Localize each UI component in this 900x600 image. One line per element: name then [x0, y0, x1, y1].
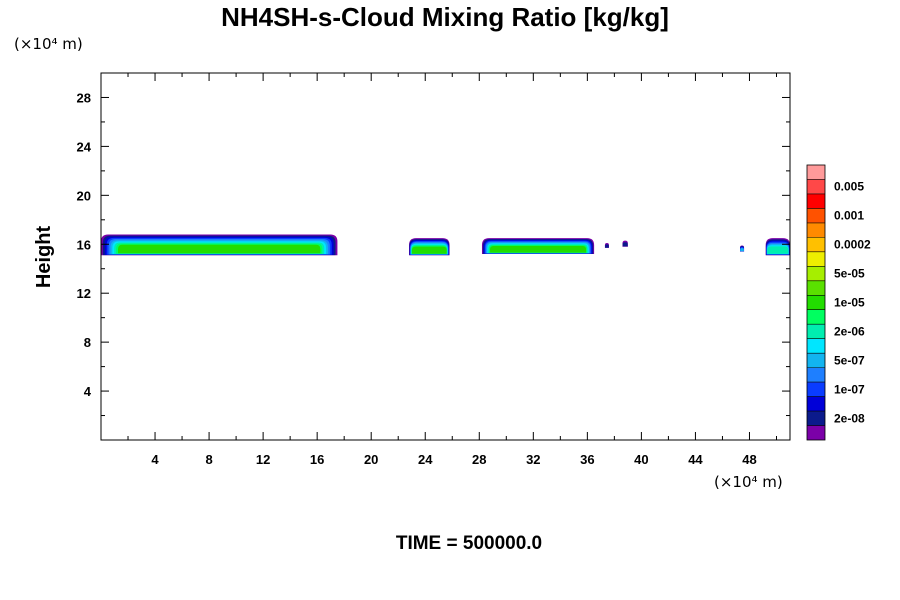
- cloud-level-9: [490, 246, 587, 253]
- x-tick-label: 36: [580, 452, 594, 467]
- y-tick-label: 12: [77, 286, 91, 301]
- time-label: TIME = 500000.0: [396, 533, 542, 554]
- cloud-patch: [101, 234, 338, 256]
- colorbar-band: [807, 367, 825, 383]
- plot-frame: [100, 72, 791, 441]
- y-tick-label: 4: [84, 384, 92, 399]
- plot-background: [101, 73, 790, 440]
- colorbar-band: [807, 280, 825, 296]
- cloud-patch: [622, 240, 628, 247]
- x-tick-label: 32: [526, 452, 540, 467]
- cloud-level-1: [605, 244, 609, 248]
- cloud-patch: [481, 238, 595, 255]
- colorbar-band: [807, 396, 825, 412]
- colorbar-label: 1e-05: [834, 296, 865, 310]
- colorbar-frame: [806, 164, 826, 441]
- y-tick-label: 8: [84, 335, 91, 350]
- colorbar-band: [807, 266, 825, 281]
- x-tick-label: 48: [742, 452, 756, 467]
- x-tick-label: 28: [472, 452, 486, 467]
- y-tick-label: 28: [77, 90, 91, 105]
- cloud-patch: [604, 243, 609, 248]
- cloud-level-5: [740, 248, 744, 252]
- colorbar-band: [807, 208, 825, 223]
- y-axis-unit: (×10⁴ m): [14, 35, 83, 53]
- colorbar-band: [807, 237, 825, 252]
- x-tick-label: 12: [256, 452, 270, 467]
- x-tick-label: 16: [310, 452, 324, 467]
- colorbar-band: [807, 193, 825, 209]
- cloud-level-9: [118, 244, 321, 254]
- x-tick-label: 4: [151, 452, 159, 467]
- colorbar-band: [807, 324, 825, 339]
- colorbar-band: [807, 353, 825, 368]
- y-axis-label: Height: [33, 226, 55, 289]
- cloud-patches: [101, 234, 790, 256]
- colorbar-band: [807, 179, 825, 194]
- colorbar-band: [807, 165, 825, 180]
- colorbar-label: 5e-07: [834, 353, 865, 367]
- colorbar-label: 1e-07: [834, 382, 865, 396]
- cloud-patch: [409, 238, 450, 256]
- cloud-level-1: [622, 242, 628, 247]
- colorbar-band: [807, 338, 825, 354]
- x-tick-label: 20: [364, 452, 378, 467]
- colorbar-band: [807, 425, 825, 440]
- colorbar-band: [807, 382, 825, 397]
- y-tick-label: 20: [77, 188, 91, 203]
- cloud-patch: [765, 238, 790, 256]
- y-tick-label: 24: [77, 139, 92, 154]
- y-tick-label: 16: [77, 237, 91, 252]
- x-tick-label: 44: [688, 452, 703, 467]
- colorbar-label: 0.005: [834, 180, 864, 194]
- colorbar-label: 2e-08: [834, 411, 865, 425]
- x-axis-unit: (×10⁴ m): [714, 473, 783, 491]
- cloud-level-9: [411, 246, 447, 254]
- colorbar-band: [807, 222, 825, 238]
- colorbar-band: [807, 295, 825, 310]
- colorbar-label: 5e-05: [834, 267, 865, 281]
- x-tick-label: 24: [418, 452, 433, 467]
- colorbar-label: 2e-06: [834, 324, 865, 338]
- chart-title: NH4SH-s-Cloud Mixing Ratio [kg/kg]: [221, 2, 669, 32]
- colorbar-band: [807, 411, 825, 426]
- colorbar-label: 0.0002: [834, 238, 871, 252]
- colorbar-label: 0.001: [834, 209, 864, 223]
- y-axis-ticks: 4 8 12 16 20 24 28: [77, 90, 790, 417]
- colorbar-band: [807, 309, 825, 325]
- colorbar: 2e-08 1e-07 5e-07 2e-06 1e-05 5e-05 0.0002 0.00…: [806, 164, 871, 441]
- x-tick-label: 8: [205, 452, 212, 467]
- colorbar-band: [807, 251, 825, 267]
- x-tick-label: 40: [634, 452, 648, 467]
- cloud-patch: [740, 245, 745, 252]
- cloud-level-7: [767, 246, 789, 254]
- x-axis-ticks: 4 8 12 16 20 24 28 32 36 40 44 48: [127, 73, 777, 467]
